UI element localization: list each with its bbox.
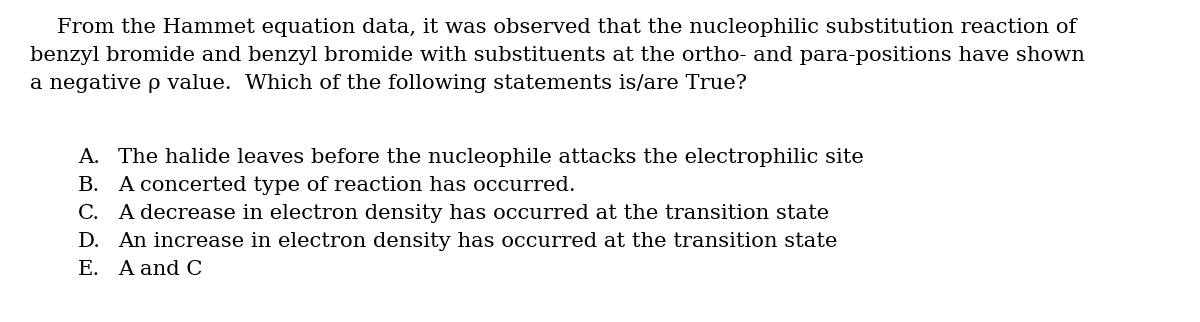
Text: E.: E. — [78, 260, 101, 279]
Text: A and C: A and C — [118, 260, 203, 279]
Text: B.: B. — [78, 176, 101, 195]
Text: A concerted type of reaction has occurred.: A concerted type of reaction has occurre… — [118, 176, 576, 195]
Text: A decrease in electron density has occurred at the transition state: A decrease in electron density has occur… — [118, 204, 829, 223]
Text: A.: A. — [78, 148, 100, 167]
Text: benzyl bromide and benzyl bromide with substituents at the ortho- and para-posit: benzyl bromide and benzyl bromide with s… — [30, 46, 1085, 65]
Text: D.: D. — [78, 232, 101, 251]
Text: The halide leaves before the nucleophile attacks the electrophilic site: The halide leaves before the nucleophile… — [118, 148, 864, 167]
Text: a negative ρ value.  Which of the following statements is/are True?: a negative ρ value. Which of the followi… — [30, 74, 746, 93]
Text: C.: C. — [78, 204, 100, 223]
Text: An increase in electron density has occurred at the transition state: An increase in electron density has occu… — [118, 232, 838, 251]
Text: From the Hammet equation data, it was observed that the nucleophilic substitutio: From the Hammet equation data, it was ob… — [30, 18, 1076, 37]
